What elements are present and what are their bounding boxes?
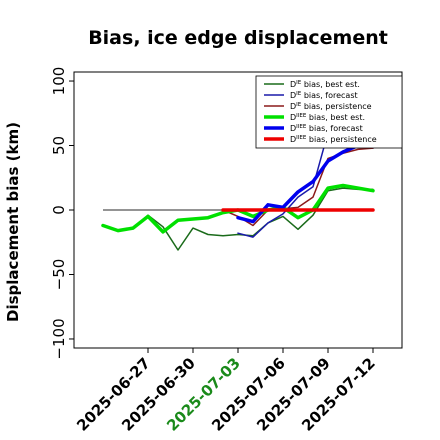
y-tick-label: −50 — [50, 259, 68, 291]
y-tick-label: −100 — [50, 318, 68, 359]
legend: DIE bias, best est. DIE bias, forecast DIE… — [255, 75, 403, 149]
legend-entry: DIE bias, forecast — [290, 91, 358, 100]
legend-entry: DIE bias, persistence — [290, 102, 372, 111]
legend-entry: DIE bias, best est. — [290, 80, 360, 89]
series-layer — [101, 131, 375, 251]
legend-entry: DIIEE bias, persistence — [290, 135, 377, 144]
x-axis: 2025-06-272025-06-302025-07-032025-07-06… — [73, 348, 379, 435]
series-line-4 — [236, 139, 375, 224]
chart-title: Bias, ice edge displacement — [88, 27, 388, 49]
y-axis-label: Displacement bias (km) — [4, 122, 22, 322]
legend-entry: DIIEE bias, best est. — [290, 113, 365, 122]
legend-entry: DIIEE bias, forecast — [290, 124, 363, 133]
y-tick-label: 50 — [50, 136, 68, 155]
series-line-2 — [222, 147, 374, 227]
y-axis: −100 −50 0 50 100 — [50, 67, 74, 360]
legend-box — [255, 75, 403, 149]
y-tick-label: 100 — [50, 67, 68, 96]
y-tick-label: 0 — [50, 205, 68, 215]
